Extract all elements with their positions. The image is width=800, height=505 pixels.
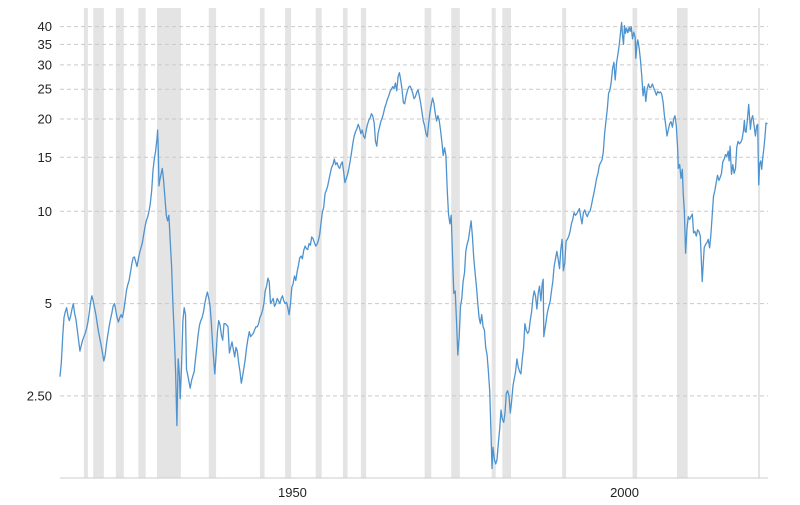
ratio-line	[59, 21, 768, 470]
recession-band	[502, 8, 511, 478]
x-axis-label: 1950	[278, 485, 307, 500]
y-axis-label: 2.50	[27, 388, 52, 403]
recession-band	[83, 8, 88, 478]
recession-band	[677, 8, 688, 478]
recession-band	[451, 8, 460, 478]
x-axis-label: 2000	[610, 485, 639, 500]
y-axis-label: 15	[38, 150, 52, 165]
recession-band	[115, 8, 124, 478]
y-axis-label: 25	[38, 82, 52, 97]
y-axis-label: 20	[38, 111, 52, 126]
recession-band	[342, 8, 348, 478]
recession-band	[562, 8, 567, 478]
recession-band	[424, 8, 432, 478]
y-axis-label: 5	[45, 296, 52, 311]
y-axis-label: 40	[38, 19, 52, 34]
recession-band	[315, 8, 322, 478]
recession-band	[758, 8, 761, 478]
y-axis-label: 10	[38, 204, 52, 219]
recession-band	[632, 8, 638, 478]
y-axis-label: 30	[38, 57, 52, 72]
recession-band	[93, 8, 104, 478]
recession-band	[259, 8, 265, 478]
recession-band	[360, 8, 367, 478]
recession-band	[285, 8, 292, 478]
recession-band	[208, 8, 217, 478]
y-axis-label: 35	[38, 37, 52, 52]
recession-band	[491, 8, 496, 478]
